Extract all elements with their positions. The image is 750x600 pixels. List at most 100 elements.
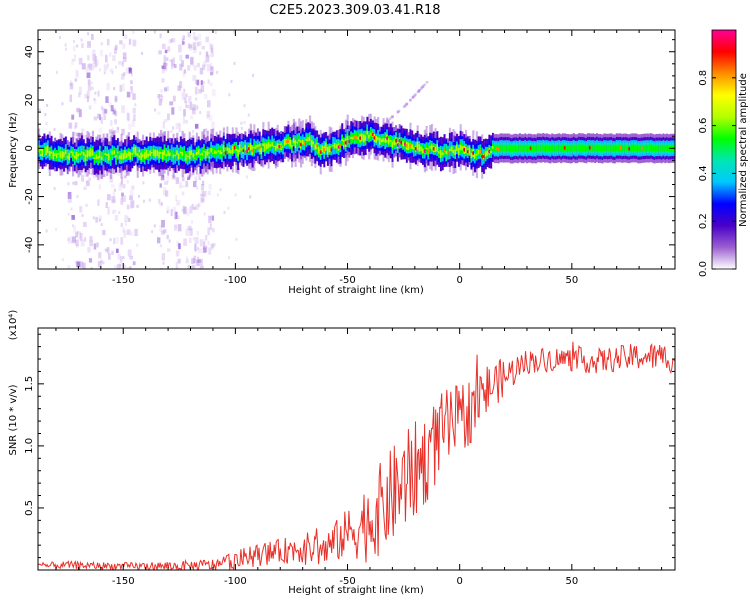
- noise-speckle: [210, 71, 213, 76]
- noise-speckle: [175, 250, 180, 257]
- noise-speckle: [136, 243, 139, 247]
- noise-speckle: [159, 224, 163, 233]
- heatmap-cell: [210, 148, 213, 153]
- noise-speckle: [120, 237, 124, 245]
- heatmap-cell: [599, 145, 602, 152]
- heatmap-cell: [160, 152, 163, 154]
- noise-speckle: [87, 85, 92, 91]
- noise-speckle: [67, 238, 70, 242]
- noise-speckle: [199, 265, 204, 269]
- noise-speckle: [95, 63, 98, 67]
- heatmap-cell: [46, 145, 50, 153]
- heatmap-cell: [630, 144, 633, 152]
- heatmap-cell: [658, 145, 662, 152]
- noise-speckle: [185, 256, 189, 264]
- noise-speckle: [203, 212, 206, 216]
- heatmap-cell: [393, 139, 396, 146]
- heatmap-cell: [115, 155, 118, 158]
- heatmap-cell: [667, 145, 671, 152]
- noise-speckle: [98, 184, 102, 190]
- heatmap-cell: [597, 145, 601, 152]
- heatmap-cell: [613, 145, 617, 153]
- noise-speckle: [176, 240, 179, 247]
- noise-speckle: [126, 180, 129, 184]
- noise-speckle: [132, 261, 136, 266]
- heatmap-cell: [283, 139, 287, 146]
- noise-speckle: [233, 30, 236, 34]
- heatmap-cell: [651, 145, 654, 152]
- noise-speckle: [249, 195, 252, 199]
- noise-speckle: [124, 220, 127, 226]
- noise-speckle: [96, 242, 99, 248]
- noise-speckle: [175, 266, 179, 269]
- heatmap-cell: [156, 150, 159, 157]
- noise-speckle: [162, 121, 165, 129]
- noise-speckle: [189, 227, 193, 236]
- colorbar-ticks: 0.0 0.2 0.4 0.6 0.8: [698, 70, 736, 277]
- heatmap-cell: [308, 136, 312, 141]
- heatmap-cell: [149, 150, 152, 157]
- noise-speckle: [98, 218, 101, 222]
- heatmap-cell: [592, 144, 595, 152]
- noise-speckle: [103, 64, 108, 71]
- heatmap-cell: [154, 149, 157, 158]
- heatmap-cell: [624, 144, 627, 152]
- heatmap-cell: [413, 147, 416, 150]
- noise-speckle: [195, 259, 200, 266]
- noise-speckle: [114, 47, 117, 55]
- noise-speckle: [161, 65, 164, 69]
- noise-speckle: [167, 46, 171, 52]
- noise-speckle: [160, 202, 163, 206]
- noise-speckle: [88, 63, 93, 71]
- noise-speckle: [160, 89, 163, 93]
- noise-speckle: [171, 59, 174, 67]
- noise-speckle: [110, 119, 113, 126]
- noise-speckle: [190, 220, 193, 224]
- noise-speckle: [171, 38, 176, 43]
- heatmap-cell: [520, 145, 523, 152]
- noise-speckle: [180, 60, 184, 67]
- heatmap-cell: [474, 153, 477, 159]
- heatmap-cell: [244, 144, 247, 151]
- heatmap-cell: [517, 145, 520, 152]
- heatmap-cell: [352, 136, 355, 140]
- noise-speckle: [126, 229, 131, 236]
- noise-speckle: [164, 190, 169, 197]
- noise-speckle: [92, 54, 97, 61]
- noise-speckle: [216, 193, 219, 197]
- noise-speckle: [117, 253, 121, 260]
- noise-speckle: [179, 63, 183, 71]
- noise-speckle: [75, 232, 79, 238]
- noise-speckle: [182, 70, 186, 77]
- noise-speckle: [113, 108, 116, 112]
- heatmap-cell: [416, 141, 419, 150]
- noise-speckle: [71, 58, 74, 66]
- heatmap-cell: [289, 139, 292, 147]
- noise-speckle: [177, 224, 182, 232]
- noise-speckle: [166, 206, 170, 213]
- noise-speckle: [112, 209, 117, 214]
- noise-speckle: [128, 67, 132, 72]
- snr-x-axis-label: Height of straight line (km): [288, 585, 424, 596]
- noise-speckle: [161, 219, 165, 228]
- heatmap-cell: [450, 146, 453, 152]
- heatmap-cell: [151, 151, 154, 154]
- noise-speckle: [123, 57, 127, 62]
- noise-speckle: [112, 109, 116, 115]
- streak-mark: [417, 89, 421, 93]
- heatmap-cell: [201, 152, 204, 156]
- heatmap-cell: [88, 150, 91, 157]
- noise-speckle: [72, 131, 77, 140]
- noise-speckle: [109, 68, 114, 72]
- heatmap-cell: [375, 135, 378, 143]
- noise-speckle: [163, 55, 166, 64]
- noise-speckle: [75, 69, 78, 78]
- noise-speckle: [126, 112, 130, 121]
- noise-speckle: [197, 202, 201, 208]
- heatmap-cell: [100, 156, 103, 161]
- noise-speckle: [205, 55, 210, 63]
- noise-speckle: [211, 47, 214, 54]
- heatmap-cell: [511, 145, 514, 153]
- noise-speckle: [118, 61, 122, 65]
- noise-speckle: [122, 195, 126, 202]
